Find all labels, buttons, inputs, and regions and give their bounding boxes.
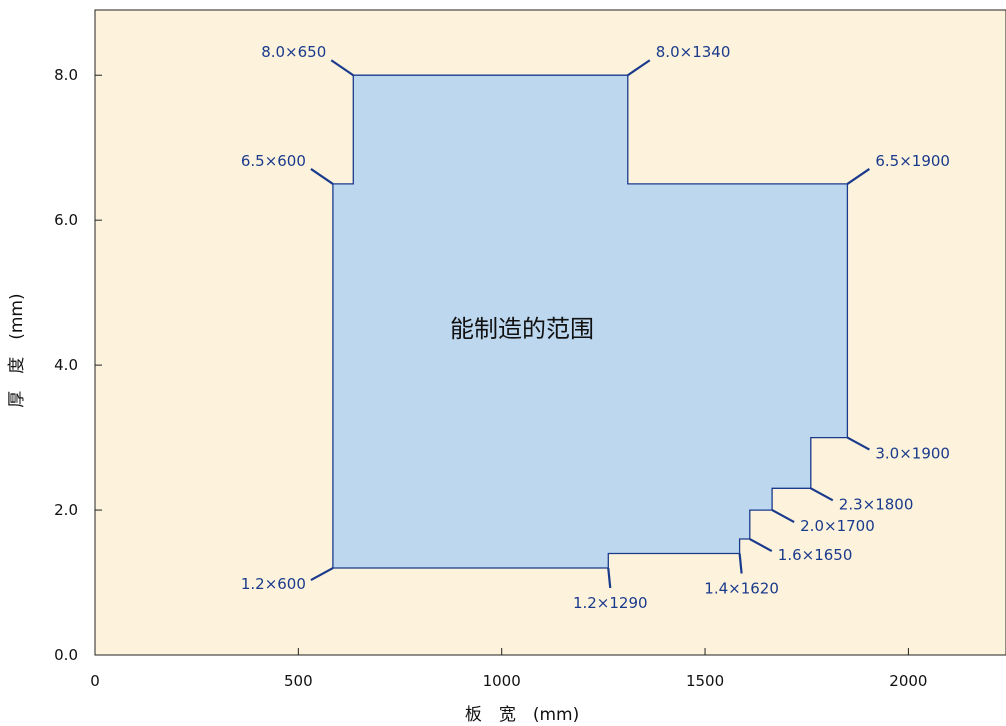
annotation-leader-line	[310, 567, 334, 581]
corner-annotation: 3.0×1900	[875, 445, 950, 463]
annotation-leaders	[310, 59, 871, 589]
annotation-leader-line	[846, 168, 871, 185]
x-axis-ticks: 0 500 1000 1500 2000	[90, 648, 927, 690]
annotation-leader-line	[846, 436, 870, 451]
corner-annotation: 2.3×1800	[839, 495, 914, 513]
annotation-leader-line	[738, 553, 743, 574]
corner-annotation: 1.6×1650	[778, 546, 853, 564]
region-label: 能制造的范围	[450, 315, 594, 343]
x-tick-label: 1000	[483, 672, 521, 690]
annotation-leader-line	[749, 538, 773, 553]
corner-annotation: 6.5×1900	[875, 152, 950, 170]
annotation-leader-line	[607, 567, 612, 589]
corner-annotation: 1.2×1290	[573, 594, 648, 612]
annotation-leader-line	[330, 59, 354, 77]
corner-annotation: 6.5×600	[241, 152, 306, 170]
x-tick-label: 500	[284, 672, 313, 690]
annotation-leader-line	[810, 487, 834, 502]
corner-annotation: 8.0×1340	[656, 43, 731, 61]
x-axis-label: 板 宽 (mm)	[465, 705, 579, 725]
annotation-leader-line	[310, 168, 334, 185]
y-tick-label: 2.0	[54, 501, 78, 519]
y-axis-ticks: 0.0 2.0 4.0 6.0 8.0	[54, 66, 102, 664]
x-tick-label: 1500	[686, 672, 724, 690]
y-tick-label: 0.0	[54, 646, 78, 664]
y-tick-label: 6.0	[54, 211, 78, 229]
y-axis-label: 厚 度 (mm)	[7, 293, 27, 407]
annotation-leader-line	[627, 59, 651, 77]
corner-annotation: 8.0×650	[261, 43, 326, 61]
x-tick-label: 0	[90, 672, 100, 690]
corner-annotation: 1.2×600	[241, 575, 306, 593]
y-tick-label: 8.0	[54, 66, 78, 84]
annotation-leader-line	[771, 509, 795, 524]
x-tick-label: 2000	[889, 672, 927, 690]
y-tick-label: 4.0	[54, 356, 78, 374]
corner-annotation: 1.4×1620	[704, 580, 779, 598]
annotation-labels: 8.0×650 8.0×1340 6.5×600 6.5×1900 3.0×1900 2.…	[241, 43, 950, 612]
corner-annotation: 2.0×1700	[800, 517, 875, 535]
